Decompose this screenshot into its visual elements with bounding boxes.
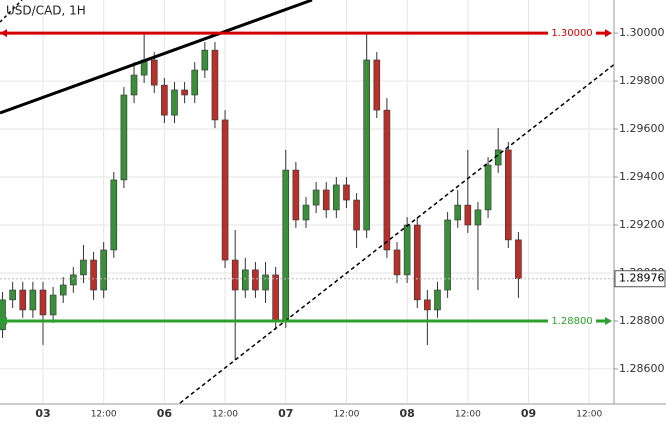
- candle-body: [413, 224, 421, 301]
- candle-body: [80, 259, 87, 276]
- y-tick-label: 1.29800: [619, 74, 665, 87]
- candles: [0, 33, 522, 360]
- level-label-box: [548, 313, 596, 328]
- overlay: 1.30000 1.28800: [0, 26, 614, 328]
- y-tick-label: 1.28800: [619, 314, 665, 327]
- candle-body: [49, 294, 57, 316]
- candle-body: [343, 184, 350, 201]
- x-tick-label: 03: [35, 407, 50, 420]
- y-tick-label: 1.29200: [619, 218, 665, 231]
- candle-body: [393, 249, 401, 276]
- x-tick-label: 12:00: [91, 410, 117, 420]
- candle-body: [211, 49, 219, 121]
- candle-body: [403, 224, 411, 276]
- candle-body: [504, 149, 512, 241]
- candle-body: [282, 169, 290, 321]
- candle-body: [70, 274, 77, 286]
- candle-body: [191, 69, 199, 96]
- x-tick-label: 07: [278, 407, 293, 420]
- candle-body: [120, 94, 128, 181]
- candle-body: [241, 269, 249, 291]
- x-tick-label: 12:00: [455, 410, 481, 420]
- candle-body: [292, 169, 300, 221]
- trend-lines: [0, 0, 617, 404]
- candle-body: [434, 289, 441, 311]
- candle-body: [100, 249, 107, 291]
- candle-body: [474, 209, 482, 226]
- candle-body: [464, 204, 472, 226]
- candle-body: [322, 189, 330, 211]
- y-tick-label: 1.29400: [619, 170, 665, 183]
- candle-body: [272, 274, 279, 321]
- y-tick-label: 1.30000: [619, 26, 665, 39]
- candle-body: [444, 219, 451, 291]
- trend-line: [0, 0, 23, 23]
- y-tick-label: 1.28600: [619, 362, 665, 375]
- candle-body: [383, 109, 391, 251]
- last-price-label: 1.28976: [619, 272, 665, 285]
- candle-body: [29, 289, 37, 311]
- candle-body: [312, 189, 320, 206]
- x-tick-label: 12:00: [333, 410, 359, 420]
- x-tick-label: 06: [157, 407, 173, 420]
- candle-body: [19, 289, 27, 311]
- candle-body: [333, 184, 340, 211]
- candle-body: [0, 299, 6, 331]
- chart-title: USD/CAD, 1H: [6, 4, 86, 18]
- level-label: 1.30000: [551, 28, 592, 39]
- candle-body: [302, 204, 310, 221]
- candle-body: [110, 179, 118, 251]
- y-tick-label: 1.29600: [619, 122, 665, 135]
- candle-body: [130, 74, 138, 96]
- candle-body: [221, 119, 229, 261]
- x-tick-label: 12:00: [212, 410, 238, 420]
- candle-body: [454, 204, 462, 221]
- candle-body: [252, 269, 259, 291]
- candle-body: [363, 59, 370, 231]
- candle-body: [201, 49, 209, 71]
- x-tick-label: 12:00: [576, 410, 602, 420]
- candle-body: [39, 289, 47, 316]
- candle-body: [59, 284, 67, 296]
- candle-body: [373, 59, 381, 111]
- candle-body: [171, 89, 178, 116]
- candle-body: [161, 84, 168, 116]
- candle-body: [262, 274, 269, 291]
- candle-body: [9, 289, 16, 301]
- candle-body: [484, 164, 492, 211]
- candle-body: [515, 239, 522, 280]
- trend-line: [179, 62, 617, 404]
- x-tick-label: 08: [399, 407, 414, 420]
- trend-line: [0, 0, 313, 115]
- candle-body: [90, 259, 97, 291]
- candle-body: [150, 59, 158, 86]
- level-label: 1.28800: [551, 316, 592, 327]
- x-tick-label: 09: [521, 407, 536, 420]
- last-price-box: [614, 270, 666, 288]
- candle-body: [424, 299, 431, 311]
- candle-body: [494, 149, 502, 166]
- level-label-box: [548, 26, 596, 41]
- candle-body: [181, 89, 188, 96]
- candle-body: [353, 199, 360, 231]
- candle-body: [231, 259, 239, 291]
